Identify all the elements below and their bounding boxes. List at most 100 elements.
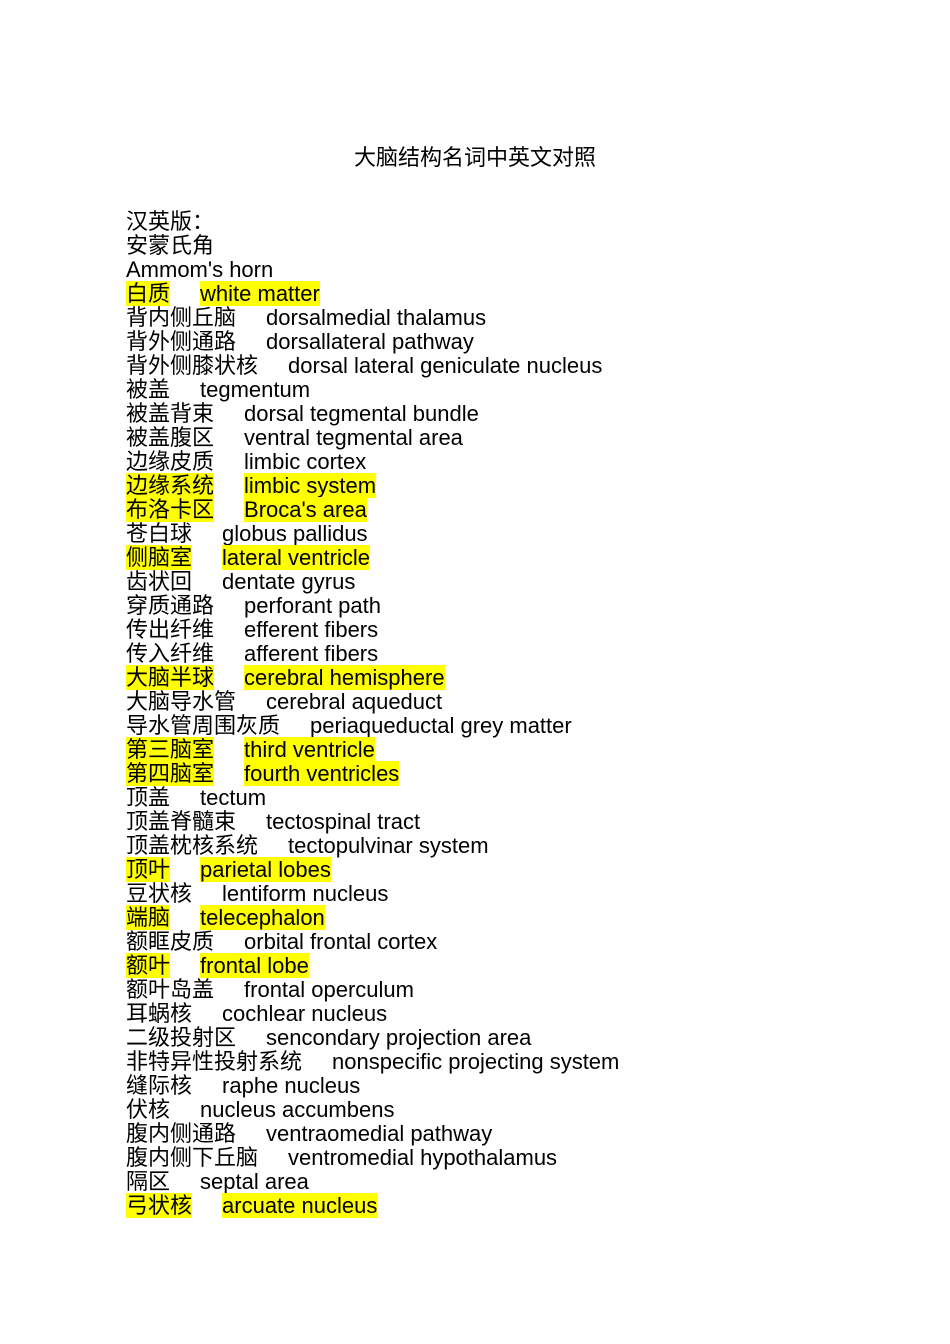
term-en: white matter xyxy=(200,281,320,306)
term-row: 额叶 frontal lobe xyxy=(126,954,824,978)
term-row: 隔区 septal area xyxy=(126,1170,824,1194)
term-cn: 背外侧通路 xyxy=(126,329,236,354)
term-en: cerebral hemisphere xyxy=(244,665,445,690)
term-cn: 苍白球 xyxy=(126,521,192,546)
term-en: nucleus accumbens xyxy=(200,1097,394,1122)
term-cn: 被盖 xyxy=(126,377,170,402)
term-row: 布洛卡区 Broca's area xyxy=(126,498,824,522)
term-row: 顶盖枕核系统 tectopulvinar system xyxy=(126,834,824,858)
term-cn: 伏核 xyxy=(126,1097,170,1122)
term-en: parietal lobes xyxy=(200,857,331,882)
term-en: efferent fibers xyxy=(244,617,378,642)
term-cn: 传出纤维 xyxy=(126,617,214,642)
term-row: 豆状核 lentiform nucleus xyxy=(126,882,824,906)
term-row: 传入纤维 afferent fibers xyxy=(126,642,824,666)
term-cn: 被盖腹区 xyxy=(126,425,214,450)
term-cn: 布洛卡区 xyxy=(126,497,214,522)
term-cn: 额叶岛盖 xyxy=(126,977,214,1002)
term-en: dorsal tegmental bundle xyxy=(244,401,479,426)
term-row: 伏核 nucleus accumbens xyxy=(126,1098,824,1122)
term-cn: 豆状核 xyxy=(126,881,192,906)
term-en: cochlear nucleus xyxy=(222,1001,387,1026)
term-row: 边缘系统limbic system xyxy=(126,474,824,498)
term-en: ventraomedial pathway xyxy=(266,1121,492,1146)
term-row: 被盖 tegmentum xyxy=(126,378,824,402)
term-row: 额叶岛盖 frontal operculum xyxy=(126,978,824,1002)
term-en: dorsal lateral geniculate nucleus xyxy=(288,353,602,378)
term-en: septal area xyxy=(200,1169,309,1194)
term-row: 缝际核raphe nucleus xyxy=(126,1074,824,1098)
term-cn: 耳蜗核 xyxy=(126,1001,192,1026)
term-en: periaqueductal grey matter xyxy=(310,713,572,738)
term-row: 非特异性投射系统nonspecific projecting system xyxy=(126,1050,824,1074)
term-row: 边缘皮质limbic cortex xyxy=(126,450,824,474)
term-row: 第四脑室 fourth ventricles xyxy=(126,762,824,786)
term-row: 额眶皮质 orbital frontal cortex xyxy=(126,930,824,954)
term-en: fourth ventricles xyxy=(244,761,399,786)
term-cn: 背内侧丘脑 xyxy=(126,305,236,330)
term-row: 第三脑室 third ventricle xyxy=(126,738,824,762)
intro-line: Ammom's horn xyxy=(126,258,824,282)
term-cn: 边缘系统 xyxy=(126,473,214,498)
term-cn: 传入纤维 xyxy=(126,641,214,666)
term-cn: 大脑导水管 xyxy=(126,689,236,714)
term-row: 顶盖 tectum xyxy=(126,786,824,810)
term-row: 弓状核arcuate nucleus xyxy=(126,1194,824,1218)
term-row: 传出纤维 efferent fibers xyxy=(126,618,824,642)
term-cn: 大脑半球 xyxy=(126,665,214,690)
term-row: 顶盖脊髓束tectospinal tract xyxy=(126,810,824,834)
term-row: 导水管周围灰质 periaqueductal grey matter xyxy=(126,714,824,738)
term-cn: 顶盖枕核系统 xyxy=(126,833,258,858)
term-en: orbital frontal cortex xyxy=(244,929,437,954)
term-cn: 弓状核 xyxy=(126,1193,192,1218)
term-cn: 顶叶 xyxy=(126,857,170,882)
term-en: tectopulvinar system xyxy=(288,833,489,858)
term-row: 背外侧通路 dorsallateral pathway xyxy=(126,330,824,354)
term-cn: 第三脑室 xyxy=(126,737,214,762)
term-row: 齿状回dentate gyrus xyxy=(126,570,824,594)
term-row: 腹内侧通路ventraomedial pathway xyxy=(126,1122,824,1146)
term-cn: 背外侧膝状核 xyxy=(126,353,258,378)
term-en: dorsallateral pathway xyxy=(266,329,474,354)
term-cn: 穿质通路 xyxy=(126,593,214,618)
term-en: third ventricle xyxy=(244,737,375,762)
term-en: frontal lobe xyxy=(200,953,309,978)
term-en: globus pallidus xyxy=(222,521,368,546)
term-cn: 第四脑室 xyxy=(126,761,214,786)
term-row: 被盖腹区 ventral tegmental area xyxy=(126,426,824,450)
term-cn: 额叶 xyxy=(126,953,170,978)
term-cn: 二级投射区 xyxy=(126,1025,236,1050)
term-row: 苍白球 globus pallidus xyxy=(126,522,824,546)
term-row: 二级投射区sencondary projection area xyxy=(126,1026,824,1050)
intro-line: 安蒙氏角 xyxy=(126,234,824,258)
term-cn: 额眶皮质 xyxy=(126,929,214,954)
page-title: 大脑结构名词中英文对照 xyxy=(126,140,824,172)
term-cn: 边缘皮质 xyxy=(126,449,214,474)
term-en: frontal operculum xyxy=(244,977,414,1002)
term-cn: 隔区 xyxy=(126,1169,170,1194)
term-row: 被盖背束 dorsal tegmental bundle xyxy=(126,402,824,426)
term-en: ventromedial hypothalamus xyxy=(288,1145,557,1170)
term-en: Broca's area xyxy=(244,497,367,522)
intro-block: 汉英版： 安蒙氏角 Ammom's horn xyxy=(126,210,824,282)
term-row: 端脑telecephalon xyxy=(126,906,824,930)
term-row: 顶叶 parietal lobes xyxy=(126,858,824,882)
term-cn: 顶盖 xyxy=(126,785,170,810)
term-en: afferent fibers xyxy=(244,641,378,666)
term-cn: 导水管周围灰质 xyxy=(126,713,280,738)
term-en: lateral ventricle xyxy=(222,545,370,570)
term-en: raphe nucleus xyxy=(222,1073,360,1098)
term-row: 背内侧丘脑dorsalmedial thalamus xyxy=(126,306,824,330)
term-cn: 端脑 xyxy=(126,905,170,930)
term-en: ventral tegmental area xyxy=(244,425,463,450)
term-en: tectum xyxy=(200,785,266,810)
term-cn: 非特异性投射系统 xyxy=(126,1049,302,1074)
term-cn: 顶盖脊髓束 xyxy=(126,809,236,834)
term-cn: 被盖背束 xyxy=(126,401,214,426)
term-en: lentiform nucleus xyxy=(222,881,388,906)
term-row: 大脑半球 cerebral hemisphere xyxy=(126,666,824,690)
term-cn: 侧脑室 xyxy=(126,545,192,570)
term-en: tegmentum xyxy=(200,377,310,402)
term-row: 侧脑室 lateral ventricle xyxy=(126,546,824,570)
term-row: 穿质通路perforant path xyxy=(126,594,824,618)
